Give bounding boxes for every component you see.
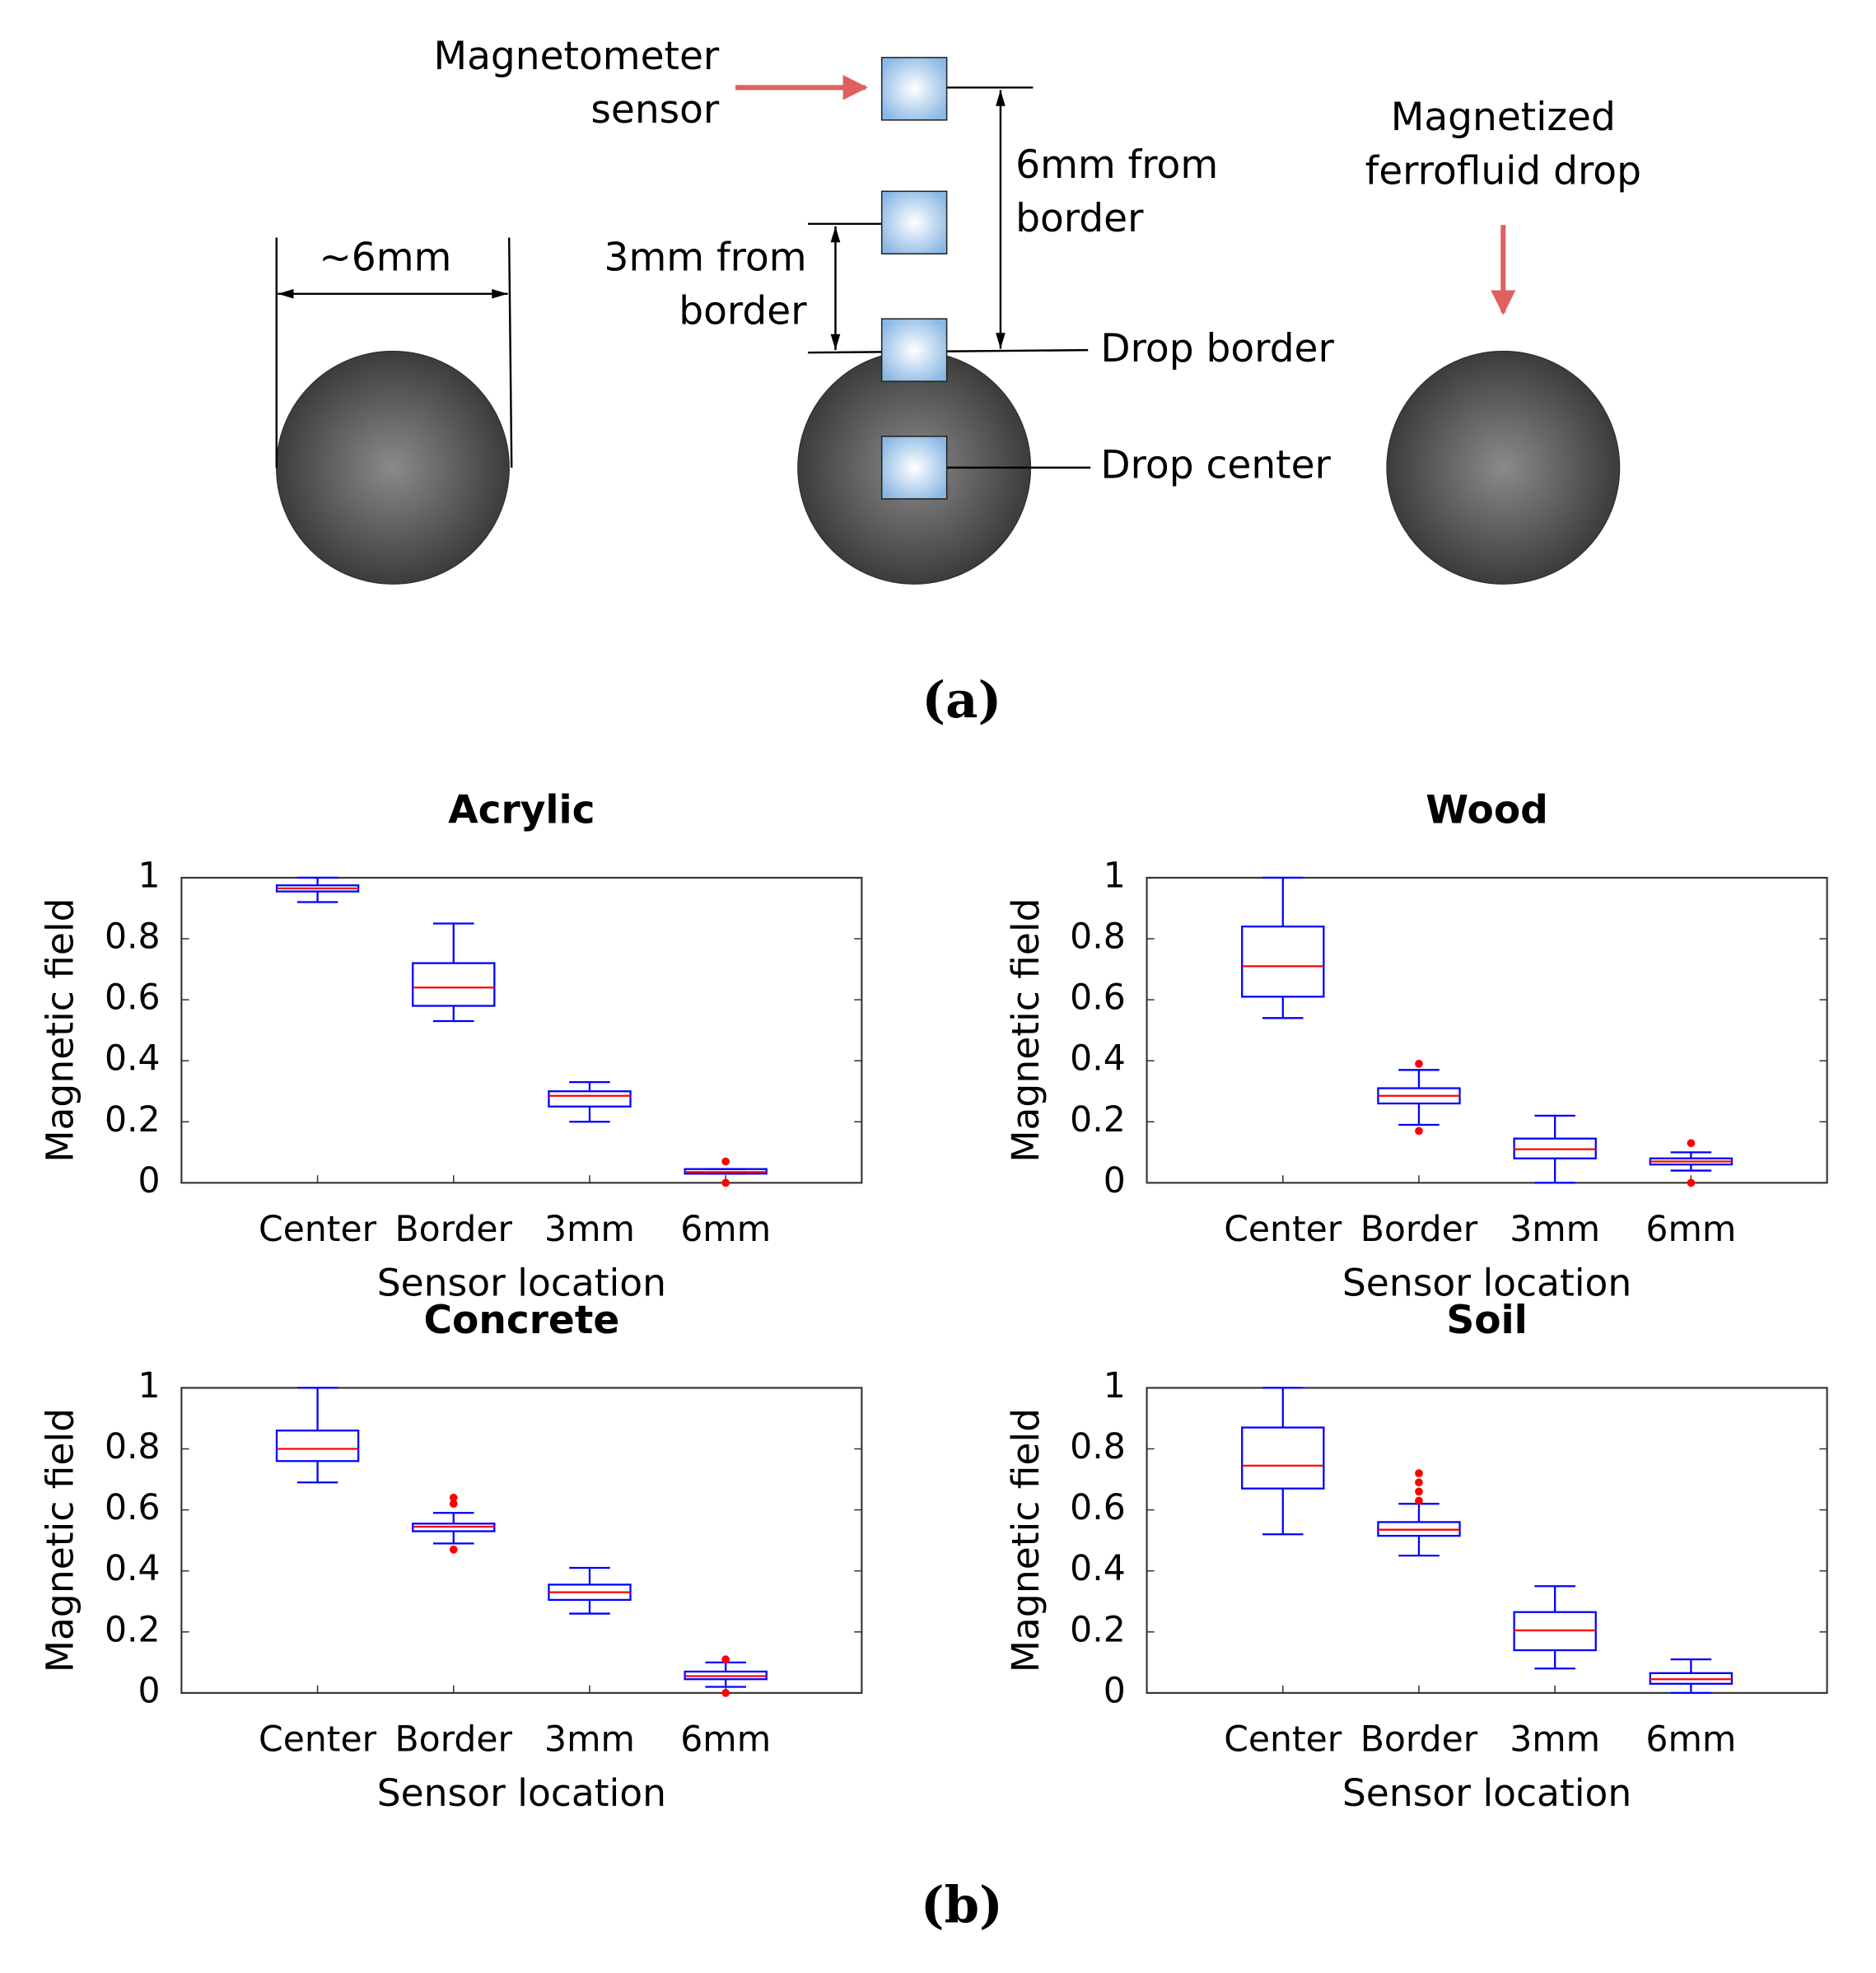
sensor	[880, 57, 948, 121]
x-tick-label: 6mm	[1645, 1720, 1736, 1761]
y-axis-label: Magnetic field	[1004, 898, 1048, 1162]
y-axis-label: Magnetic field	[39, 898, 82, 1162]
outlier	[1415, 1496, 1423, 1505]
x-axis-label: Sensor location	[1342, 1771, 1631, 1815]
y-tick-label: 0	[1104, 1671, 1126, 1711]
drop-label: ferrofluid drop	[1365, 149, 1641, 194]
x-tick-label: Center	[259, 1720, 377, 1761]
x-tick-label: Border	[1360, 1210, 1478, 1250]
x-tick-label: 3mm	[544, 1720, 635, 1761]
y-tick-label: 0	[138, 1671, 161, 1711]
x-tick-label: Border	[395, 1210, 513, 1250]
x-tick-label: Center	[259, 1210, 377, 1250]
y-tick-label: 0	[138, 1161, 161, 1201]
plot-frame	[180, 876, 863, 1184]
outlier	[1415, 1469, 1423, 1477]
position-label: Drop border	[1100, 326, 1334, 371]
x-tick-label: 3mm	[544, 1210, 635, 1250]
x-axis-label: Sensor location	[377, 1771, 666, 1815]
outlier	[1687, 1178, 1696, 1187]
outlier	[721, 1689, 730, 1697]
box	[275, 1430, 360, 1462]
chart-title: Acrylic	[448, 787, 595, 833]
outlier	[1415, 1126, 1423, 1136]
chart-title: Wood	[1426, 787, 1548, 833]
y-tick-label: 0.8	[105, 1427, 161, 1467]
y-tick-label: 0.8	[1070, 917, 1126, 957]
x-tick-label: 6mm	[680, 1210, 771, 1250]
sensor	[880, 190, 948, 254]
position-label: Drop center	[1100, 442, 1331, 487]
chart-title: Soil	[1446, 1298, 1527, 1343]
y-tick-label: 0.8	[105, 917, 161, 957]
y-tick-label: 0.2	[105, 1610, 161, 1650]
leader-line	[808, 86, 1091, 469]
y-tick-label: 0.8	[1070, 1427, 1126, 1467]
x-tick-label: 6mm	[680, 1720, 771, 1761]
x-tick-label: Border	[1360, 1720, 1478, 1761]
y-tick-label: 1	[138, 856, 161, 896]
y-tick-label: 0.2	[105, 1100, 161, 1140]
plot-frame	[1146, 1387, 1828, 1694]
distance-label: 3mm from	[604, 235, 807, 280]
outlier	[721, 1655, 730, 1663]
drop-label: Magnetized	[1391, 95, 1616, 140]
plot-frame	[180, 1387, 863, 1694]
outlier	[1687, 1139, 1696, 1148]
y-tick-label: 0	[1104, 1161, 1126, 1201]
outlier	[1415, 1060, 1423, 1068]
panel-label: (a)	[922, 671, 1001, 730]
outlier	[449, 1500, 458, 1509]
distance-label: border	[1015, 196, 1144, 241]
size-label: ~6mm	[319, 235, 451, 280]
x-tick-label: Center	[1224, 1720, 1342, 1761]
x-axis-label: Sensor location	[377, 1261, 666, 1304]
y-tick-label: 0.6	[1070, 978, 1126, 1019]
sensor-label: Magnetometer	[433, 34, 719, 79]
y-tick-label: 0.4	[1070, 1039, 1126, 1080]
y-tick-label: 1	[1104, 1366, 1126, 1406]
panel-label: (b)	[921, 1877, 1003, 1935]
y-tick-label: 0.6	[105, 978, 161, 1019]
y-tick-label: 0.2	[1070, 1100, 1126, 1140]
drop	[276, 350, 510, 585]
diagram: ~6mm Magnetometer sensor 6mm from border…	[275, 34, 1641, 585]
outlier	[449, 1545, 458, 1554]
sensor	[880, 436, 948, 500]
outlier	[1415, 1487, 1423, 1496]
y-tick-label: 0.6	[105, 1488, 161, 1528]
x-tick-label: 3mm	[1510, 1720, 1600, 1761]
outlier	[1415, 1478, 1423, 1487]
outlier	[721, 1157, 730, 1166]
y-tick-label: 0.6	[1070, 1488, 1126, 1528]
x-axis-label: Sensor location	[1342, 1261, 1631, 1304]
box	[1241, 1426, 1325, 1490]
chart-title: Concrete	[424, 1298, 620, 1343]
x-tick-label: 3mm	[1510, 1210, 1600, 1250]
plot-frame	[1146, 876, 1828, 1184]
x-tick-label: Center	[1224, 1210, 1342, 1250]
dimension-line	[275, 237, 513, 468]
drop	[1386, 350, 1621, 585]
y-tick-label: 0.2	[1070, 1610, 1126, 1650]
x-tick-label: Border	[395, 1720, 513, 1761]
y-axis-label: Magnetic field	[39, 1408, 82, 1672]
outlier	[449, 1493, 458, 1502]
distance-label: 6mm from	[1015, 142, 1218, 188]
sensor	[880, 318, 948, 382]
box	[1241, 926, 1325, 998]
y-axis-label: Magnetic field	[1004, 1408, 1048, 1672]
distance-label: border	[679, 289, 807, 334]
y-tick-label: 1	[1104, 856, 1126, 896]
box	[548, 1090, 632, 1108]
x-tick-label: 6mm	[1645, 1210, 1736, 1250]
box	[412, 962, 496, 1007]
y-tick-label: 1	[138, 1366, 161, 1406]
y-tick-label: 0.4	[105, 1549, 161, 1589]
y-tick-label: 0.4	[105, 1039, 161, 1080]
sensor-label: sensor	[590, 87, 720, 133]
outlier	[721, 1178, 730, 1187]
y-tick-label: 0.4	[1070, 1549, 1126, 1589]
